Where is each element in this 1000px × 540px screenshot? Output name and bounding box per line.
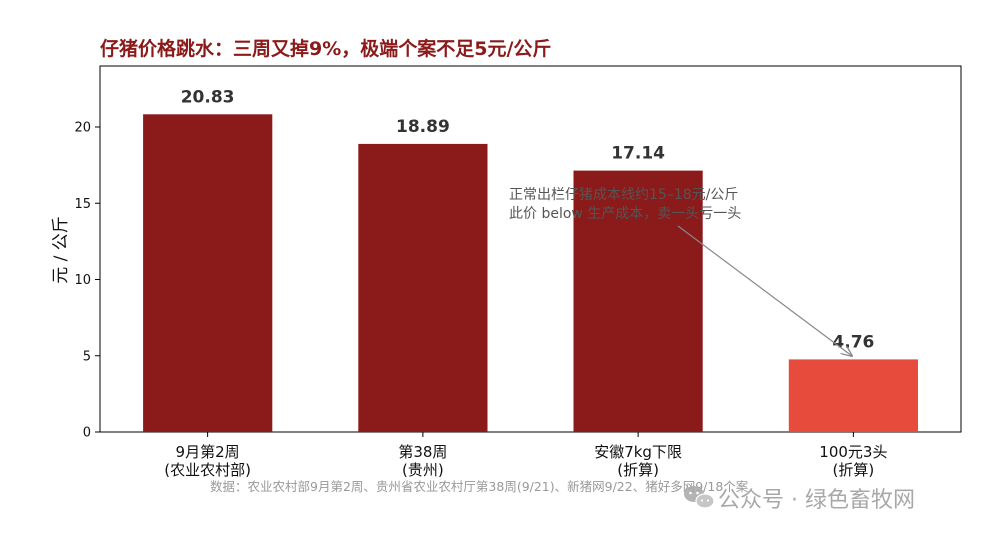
- category-label: 第38周: [398, 443, 447, 461]
- category-label: (农业农村部): [164, 461, 251, 479]
- bar: [788, 359, 918, 432]
- category-label: 安徽7kg下限: [594, 443, 682, 461]
- value-labels: 20.83 18.89 17.14 4.76: [181, 87, 875, 352]
- category-label: (折算): [617, 461, 659, 479]
- value-label: 20.83: [181, 87, 235, 107]
- y-axis-label: 元 / 公斤: [51, 216, 71, 284]
- x-axis: 9月第2周(农业农村部)第38周(贵州)安徽7kg下限(折算)100元3头(折算…: [164, 432, 887, 479]
- value-label: 4.76: [832, 332, 874, 352]
- watermark-text: 公众号 · 绿色畜牧网: [718, 488, 915, 513]
- category-label: (折算): [833, 461, 875, 479]
- y-tick-label: 0: [83, 426, 91, 441]
- chart-title: 仔猪价格跳水：三周又掉9%，极端个案不足5元/公斤: [100, 37, 551, 60]
- category-label: (贵州): [402, 461, 444, 479]
- y-tick-label: 15: [74, 197, 91, 212]
- wechat-icon: [684, 486, 715, 509]
- y-tick-label: 20: [74, 121, 91, 136]
- bars-layer: [143, 114, 918, 433]
- y-tick-label: 5: [83, 349, 91, 364]
- bar: [573, 170, 703, 432]
- source-note: 数据：农业农村部9月第2周、贵州省农业农村厅第38周(9/21)、新猪网9/22…: [210, 479, 749, 494]
- annotation: 正常出栏仔猪成本线约15–18元/公斤 此价 below 生产成本，卖一头亏一头: [509, 187, 852, 356]
- value-label: 17.14: [611, 144, 665, 164]
- annotation-line-2: 此价 below 生产成本，卖一头亏一头: [509, 206, 741, 222]
- annotation-arrow: [677, 225, 852, 356]
- plot-frame: [99, 65, 962, 433]
- annotation-line-1: 正常出栏仔猪成本线约15–18元/公斤: [509, 187, 738, 203]
- category-label: 100元3头: [819, 443, 887, 461]
- y-axis: 0 5 10 15 20: [74, 121, 100, 441]
- bar: [143, 114, 273, 433]
- watermark: 公众号 · 绿色畜牧网: [684, 486, 915, 513]
- value-label: 18.89: [396, 117, 450, 137]
- category-label: 9月第2周: [176, 443, 240, 461]
- y-tick-label: 10: [74, 273, 91, 288]
- bar: [358, 143, 488, 432]
